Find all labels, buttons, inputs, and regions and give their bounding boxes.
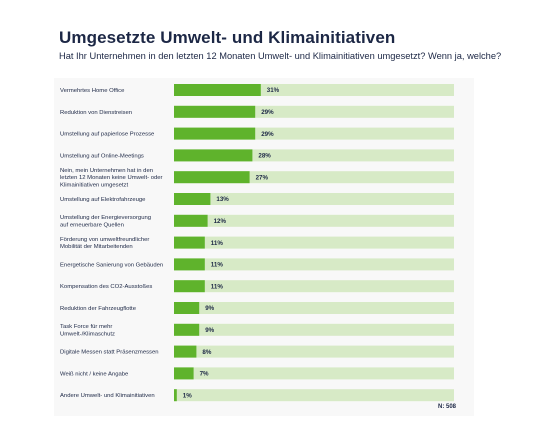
category-label: Weiß nicht / keine Angabe [60,371,129,377]
sample-size-note: N: 508 [437,404,456,410]
chart-panel: 31% Vermehrtes Home Office 29% Reduktion vo… [54,78,474,416]
category-label: Energetische Sanierung von Gebäuden [60,262,163,268]
bar [174,127,256,140]
category-label: Umstellung auf Elektrofahrzeuge [60,197,146,203]
bar-value-label: 27% [256,174,269,181]
bar-value-label: 9% [205,327,214,334]
category-label: Umstellung auf papierlose Prozesse [60,132,155,138]
category-label: Nein, mein Unternehmen hat in den letzten… [60,168,163,188]
bar [174,345,197,358]
bar-value-label: 8% [202,349,211,356]
bar-track [174,280,454,293]
bar [174,105,256,118]
bar-value-label: 29% [261,109,274,116]
bar-value-label: 31% [267,87,280,94]
bar-value-label: 12% [214,218,227,225]
bar [174,171,250,184]
bar [174,302,200,314]
bar [174,258,205,271]
category-label: Reduktion von Dienstreisen [60,110,132,116]
category-label: Reduktion der Fahrzeugflotte [60,306,137,312]
category-label: Kompensation des CO2-Ausstoßes [60,284,152,290]
bar [174,323,200,336]
bar [174,193,211,205]
chart-subtitle: Hat Ihr Unternehmen in den letzten 12 Mo… [59,51,502,61]
category-label: Förderung von umweltfreundlicher Mobilitä… [60,237,149,250]
bar-track [174,302,454,314]
bar-value-label: 7% [200,371,209,378]
bar [174,389,177,402]
bar-value-label: 28% [258,153,271,160]
category-label: Task Force für mehr Umwelt-/Klimaschutz [60,324,115,337]
bar [174,84,261,96]
category-label: Umstellung der Energieversorgung auf erne… [60,215,151,228]
bar-value-label: 1% [183,392,192,399]
bar-track [174,214,454,227]
bar-track [174,345,454,358]
bar-value-label: 11% [211,240,224,247]
bar [174,280,205,293]
category-label: Andere Umwelt- und Klimainitiativen [60,393,155,399]
chart-title: Umgesetzte Umwelt- und Klimainitiativen [59,28,396,47]
category-label: Digitale Messen statt Präsenzmessen [60,350,159,356]
bar-value-label: 9% [205,305,214,312]
category-label: Umstellung auf Online-Meetings [60,153,144,159]
bar-track [174,367,454,380]
bar [174,236,205,249]
bar-track [174,236,454,249]
bar [174,367,194,380]
bar [174,214,208,227]
bar-value-label: 13% [216,196,229,203]
bar-track [174,258,454,271]
category-label: Vermehrtes Home Office [60,88,125,94]
bar-track [174,389,454,402]
bar-value-label: 11% [211,283,224,290]
bar-value-label: 29% [261,131,274,138]
bar-value-label: 11% [211,262,224,269]
bar-track [174,193,454,205]
bar [174,149,253,162]
bar-chart: 31% Vermehrtes Home Office 29% Reduktion vo… [60,84,454,402]
bar-track [174,323,454,336]
